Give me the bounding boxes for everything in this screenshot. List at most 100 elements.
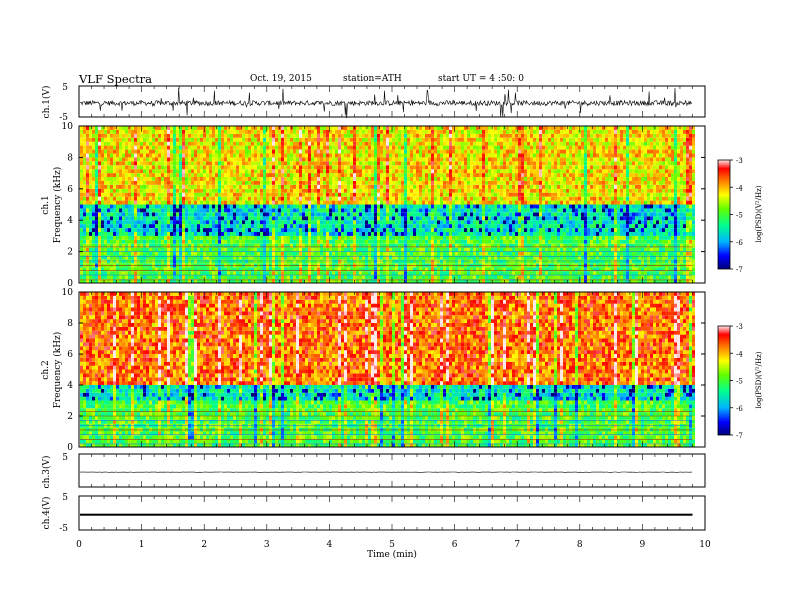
spectrogram-cell bbox=[425, 212, 428, 217]
spectrogram-cell bbox=[200, 165, 203, 170]
spectrogram-cell bbox=[137, 192, 140, 197]
spectrogram-cell bbox=[110, 192, 113, 197]
spectrogram-cell bbox=[101, 208, 104, 213]
spectrogram-cell bbox=[125, 196, 128, 201]
spectrogram-cell bbox=[263, 271, 266, 276]
spectrogram-cell bbox=[275, 149, 278, 154]
spectrogram-cell bbox=[224, 173, 227, 178]
spectrogram-cell bbox=[152, 141, 155, 146]
spectrogram-cell bbox=[431, 180, 434, 185]
spectrogram-cell bbox=[227, 247, 230, 252]
spectrogram-cell bbox=[344, 247, 347, 252]
spectrogram-cell bbox=[119, 232, 122, 236]
spectrogram-cell bbox=[215, 212, 218, 217]
spectrogram-cell bbox=[446, 196, 449, 201]
spectrogram-cell bbox=[230, 255, 233, 260]
spectrogram-cell bbox=[155, 196, 158, 201]
spectrogram-cell bbox=[263, 216, 266, 221]
spectrogram-cell bbox=[401, 251, 404, 256]
spectrogram-cell bbox=[302, 247, 305, 252]
spectrogram-cell bbox=[179, 216, 182, 221]
spectrogram-cell bbox=[398, 275, 401, 280]
spectrogram-cell bbox=[230, 196, 233, 201]
spectrogram-cell bbox=[317, 208, 320, 213]
spectrogram-cell bbox=[395, 239, 398, 244]
spectrogram-cell bbox=[398, 180, 401, 185]
spectrogram-cell bbox=[293, 126, 296, 130]
spectrogram-cell bbox=[152, 239, 155, 244]
spectrogram-cell bbox=[428, 200, 431, 205]
spectrogram-cell bbox=[272, 133, 275, 138]
spectrogram-cell bbox=[302, 173, 305, 178]
spectrogram-cell bbox=[311, 184, 314, 189]
spectrogram-cell bbox=[83, 255, 86, 260]
spectrogram-cell bbox=[137, 196, 140, 201]
spectrogram-cell bbox=[263, 165, 266, 170]
spectrogram-cell bbox=[341, 220, 344, 225]
spectrogram-cell bbox=[410, 220, 413, 225]
spectrogram-cell bbox=[338, 247, 341, 252]
spectrogram-cell bbox=[395, 153, 398, 158]
spectrogram-cell bbox=[254, 161, 257, 166]
spectrogram-cell bbox=[434, 275, 437, 280]
spectrogram-cell bbox=[140, 153, 143, 158]
spectrogram-cell bbox=[446, 192, 449, 197]
spectrogram-cell bbox=[395, 173, 398, 178]
spectrogram-cell bbox=[203, 232, 206, 236]
spectrogram-cell bbox=[314, 224, 317, 229]
spectrogram-cell bbox=[230, 212, 233, 217]
spectrogram-cell bbox=[299, 259, 302, 264]
spectrogram-cell bbox=[362, 141, 365, 146]
spectrogram-cell bbox=[122, 271, 125, 276]
spectrogram-cell bbox=[140, 247, 143, 252]
spectrogram-cell bbox=[95, 133, 98, 138]
spectrogram-cell bbox=[302, 239, 305, 244]
spectrogram-cell bbox=[137, 259, 140, 264]
spectrogram-cell bbox=[236, 129, 239, 134]
ch1-ytick-5: 5 bbox=[62, 83, 68, 93]
spectrogram-cell bbox=[299, 243, 302, 248]
spectrogram-cell bbox=[116, 247, 119, 252]
spectrogram-cell bbox=[392, 220, 395, 225]
spectrogram-cell bbox=[260, 129, 263, 134]
spectrogram-cell bbox=[293, 235, 296, 240]
spectrogram-cell bbox=[152, 196, 155, 201]
spectrogram-cell bbox=[278, 177, 281, 181]
spectrogram-cell bbox=[344, 267, 347, 272]
spectrogram-cell bbox=[248, 220, 251, 225]
spectrogram-cell bbox=[380, 133, 383, 138]
spectrogram-cell bbox=[344, 235, 347, 240]
spectrogram-cell bbox=[431, 126, 434, 130]
spectrogram-cell bbox=[242, 184, 245, 189]
spectrogram-cell bbox=[122, 169, 125, 174]
spectrogram-cell bbox=[380, 212, 383, 217]
spectrogram-cell bbox=[251, 216, 254, 221]
spectrogram-cell bbox=[413, 188, 416, 193]
spectrogram-cell bbox=[170, 279, 173, 284]
spectrogram-cell bbox=[296, 133, 299, 138]
spectrogram-cell bbox=[452, 232, 455, 236]
spectrogram-cell bbox=[305, 239, 308, 244]
spectrogram-cell bbox=[182, 173, 185, 178]
spectrogram-cell bbox=[374, 192, 377, 197]
spectrogram-cell bbox=[305, 243, 308, 248]
spectrogram-cell bbox=[227, 177, 230, 181]
spectrogram-cell bbox=[212, 251, 215, 256]
spectrogram-cell bbox=[254, 165, 257, 170]
spectrogram-cell bbox=[380, 192, 383, 197]
spectrogram-cell bbox=[218, 243, 221, 248]
spectrogram-cell bbox=[344, 263, 347, 268]
spectrogram-cell bbox=[140, 255, 143, 260]
spectrogram-cell bbox=[452, 271, 455, 276]
spectrogram-cell bbox=[224, 220, 227, 225]
spectrogram-cell bbox=[308, 232, 311, 236]
spectrogram-cell bbox=[86, 177, 89, 181]
spectrogram-cell bbox=[359, 133, 362, 138]
spectrogram-cell bbox=[182, 235, 185, 240]
spectrogram-cell bbox=[443, 247, 446, 252]
spectrogram-cell bbox=[410, 263, 413, 268]
spectrogram-cell bbox=[245, 180, 248, 185]
spectrogram-cell bbox=[212, 196, 215, 201]
spectrogram-cell bbox=[245, 196, 248, 201]
spectrogram-cell bbox=[383, 184, 386, 189]
